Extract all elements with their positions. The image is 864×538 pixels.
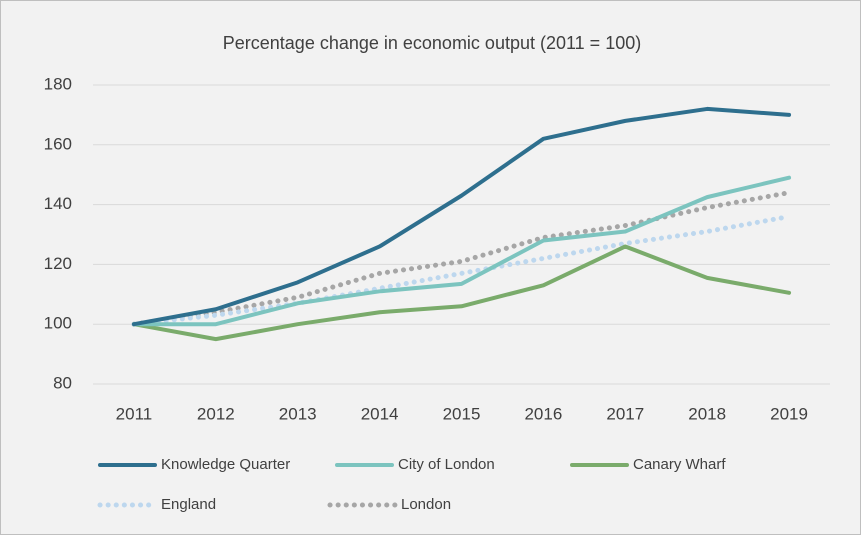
data-line	[131, 190, 792, 327]
y-tick-label: 100	[44, 314, 72, 333]
legend-label: Knowledge Quarter	[161, 456, 290, 473]
y-tick-label: 80	[53, 373, 72, 392]
x-tick-label: 2017	[606, 404, 644, 423]
x-tick-label: 2016	[524, 404, 562, 423]
y-tick-label: 140	[44, 194, 72, 213]
y-tick-label: 160	[44, 134, 72, 153]
x-tick-label: 2018	[688, 404, 726, 423]
x-tick-label: 2011	[116, 404, 153, 423]
chart-title: Percentage change in economic output (20…	[223, 33, 641, 53]
legend-label: City of London	[398, 456, 495, 473]
x-tick-label: 2014	[361, 404, 399, 423]
x-tick-label: 2012	[197, 404, 235, 423]
y-tick-label: 120	[44, 254, 72, 273]
data-line	[131, 214, 792, 327]
legend-label: England	[161, 496, 216, 513]
x-tick-label: 2013	[279, 404, 317, 423]
legend-label: London	[401, 496, 451, 513]
legend-label: Canary Wharf	[633, 456, 726, 473]
data-line	[131, 175, 792, 327]
x-tick-label: 2019	[770, 404, 808, 423]
data-line	[131, 244, 792, 342]
x-tick-label: 2015	[443, 404, 481, 423]
data-line	[131, 106, 792, 327]
y-tick-label: 180	[44, 74, 72, 93]
